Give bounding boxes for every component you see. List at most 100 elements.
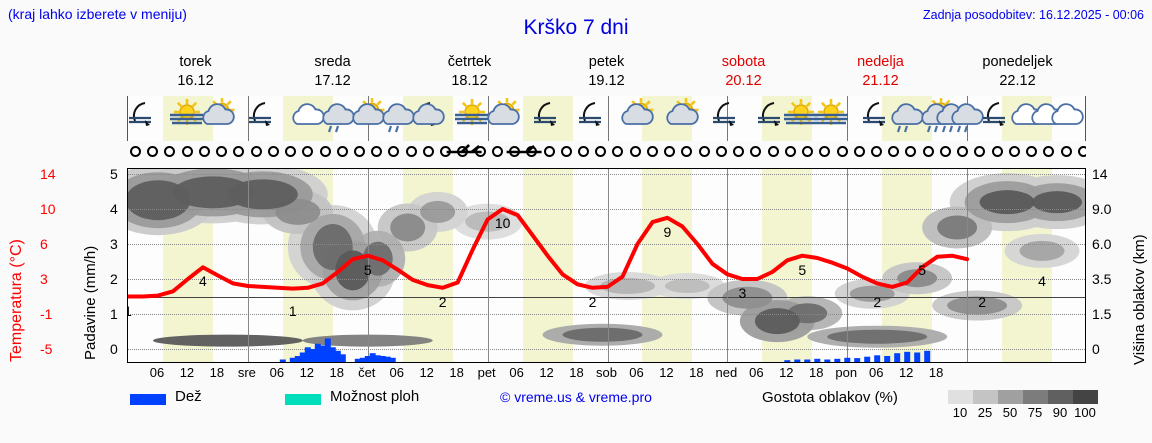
wind-calm-icon xyxy=(198,146,210,157)
rain-legend-label: Dež xyxy=(175,388,202,405)
wind-calm-icon xyxy=(698,146,710,157)
wind-calm-icon xyxy=(1077,146,1086,157)
day-name: nedelja xyxy=(857,54,904,70)
time-tick-18: 18 xyxy=(928,365,944,380)
time-tick-06: 06 xyxy=(868,365,884,380)
day-header-torek: torek 16.12 xyxy=(127,50,264,95)
cloud-height-tick-4: 1.5 xyxy=(1092,306,1112,322)
day-date: 21.12 xyxy=(862,73,899,89)
cloud-rain-icon xyxy=(947,98,987,138)
gridline xyxy=(128,314,1085,315)
temperature-tick-4: -1 xyxy=(40,306,53,322)
cloud-height-tick-5: 0 xyxy=(1092,341,1100,357)
day-date: 20.12 xyxy=(725,73,762,89)
wind-calm-icon xyxy=(164,146,176,157)
wind-calm-icon xyxy=(285,146,297,157)
precipitation-tick-5: 0 xyxy=(110,341,118,357)
temperature-value-label: 3 xyxy=(738,285,747,301)
cloud-density-tick-75: 75 xyxy=(1027,405,1043,420)
temperature-value-label: 9 xyxy=(663,223,672,240)
wind-calm-icon xyxy=(1043,146,1055,157)
wind-barb-group xyxy=(446,144,542,154)
temperature-value-label: 5 xyxy=(918,261,927,278)
sun-cloud-icon xyxy=(617,97,657,138)
day-header-četrtek: četrtek 18.12 xyxy=(401,50,538,95)
temperature-axis-title: Temperatura (°C) xyxy=(8,239,25,362)
time-tick-06: 06 xyxy=(149,365,165,380)
time-tick-12: 12 xyxy=(779,365,794,380)
sun-cloud-icon xyxy=(348,97,388,138)
temperature-tick-5: -5 xyxy=(40,341,53,357)
cloud-icon xyxy=(1047,98,1085,138)
wind-calm-icon xyxy=(870,146,882,157)
wind-calm-icon xyxy=(595,146,607,157)
temperature-value-label: 2 xyxy=(873,293,882,310)
day-separator xyxy=(607,96,609,141)
time-tick-18: 18 xyxy=(209,365,225,380)
day-header-nedelja: nedelja 21.12 xyxy=(812,50,949,95)
moon-icon xyxy=(128,98,163,138)
cloud-height-tick-3: 3.5 xyxy=(1092,271,1112,287)
wind-calm-icon xyxy=(371,146,383,157)
time-tick-pet: pet xyxy=(477,365,496,380)
cloud-height-tick-1: 9.0 xyxy=(1092,201,1112,217)
moon-icon xyxy=(857,98,897,138)
wind-calm-icon xyxy=(1026,146,1038,157)
cloud-density-tick-25: 25 xyxy=(977,405,993,420)
time-tick-12: 12 xyxy=(299,365,315,380)
day-name: ponedeljek xyxy=(982,54,1053,70)
legend: Dež Možnost ploh © vreme.us & vreme.pro … xyxy=(0,388,1152,420)
wind-calm-icon xyxy=(250,146,262,157)
wind-calm-icon xyxy=(388,146,400,157)
precipitation-tick-0: 5 xyxy=(110,166,118,182)
gridline xyxy=(128,174,1085,175)
gridline xyxy=(128,244,1085,245)
page-title: Krško 7 dni xyxy=(523,16,629,39)
wind-calm-icon xyxy=(302,146,314,157)
temperature-curve xyxy=(128,207,970,299)
time-axis: 06 12 18 sre 06 12 18 čet 06 12 18 pet 06 12 18 sob 06 12… xyxy=(127,365,1086,383)
wind-calm-icon xyxy=(336,146,348,157)
moon-cloud-icon xyxy=(408,98,448,138)
sun-icon xyxy=(168,98,208,138)
day-name: četrtek xyxy=(447,54,492,70)
weather-icon-band xyxy=(127,96,1086,141)
temperature-tick-1: 10 xyxy=(40,201,56,217)
cloud-density-tick-90: 90 xyxy=(1052,405,1068,420)
wind-calm-icon xyxy=(750,146,762,157)
time-tick-ned: ned xyxy=(715,365,738,380)
wind-calm-icon xyxy=(922,146,934,157)
gridline xyxy=(128,349,1085,350)
time-tick-06: 06 xyxy=(509,365,524,380)
gridline xyxy=(128,279,1085,280)
sun-cloud-icon xyxy=(662,97,702,138)
wind-calm-icon xyxy=(733,146,745,157)
day-date: 18.12 xyxy=(451,73,488,89)
wind-calm-icon xyxy=(319,146,331,157)
wind-calm-icon xyxy=(181,146,193,157)
time-tick-sob: sob xyxy=(596,365,617,380)
temperature-tick-3: 3 xyxy=(40,271,48,287)
wind-calm-icon xyxy=(767,146,779,157)
wind-calm-icon xyxy=(819,146,831,157)
temperature-value-label: 2 xyxy=(588,293,597,310)
cloud-density-step-4 xyxy=(1048,390,1073,404)
precipitation-tick-1: 4 xyxy=(110,201,118,217)
wind-calm-icon xyxy=(802,146,814,157)
day-separator xyxy=(247,169,249,362)
wind-calm-icon xyxy=(560,146,572,157)
time-tick-12: 12 xyxy=(898,365,914,380)
moon-icon xyxy=(243,98,283,138)
wind-calm-icon xyxy=(491,146,503,157)
time-tick-pon: pon xyxy=(835,365,858,380)
sun-cloud-icon xyxy=(198,97,238,138)
copyright-link[interactable]: © vreme.us & vreme.pro xyxy=(500,389,652,405)
time-tick-18: 18 xyxy=(569,365,584,380)
cloud-height-tick-0: 14 xyxy=(1092,166,1108,182)
time-tick-18: 18 xyxy=(449,365,464,380)
wind-calm-icon xyxy=(354,146,365,157)
last-update-text: Zadnja posodobitev: 16.12.2025 - 00:06 xyxy=(922,8,1144,22)
cloud-density-tick-100: 100 xyxy=(1074,405,1096,420)
temperature-tick-2: 6 xyxy=(40,236,48,252)
